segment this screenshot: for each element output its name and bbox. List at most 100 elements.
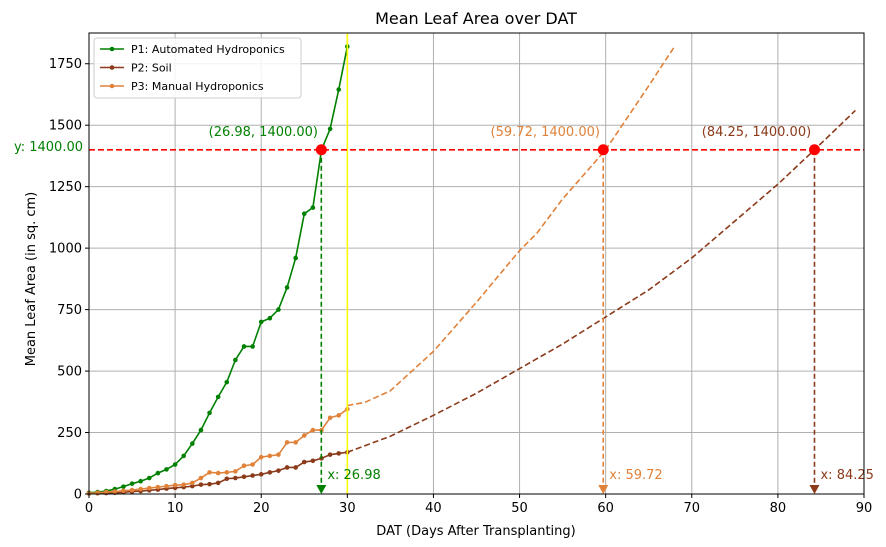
x-tick-label: 30 (339, 501, 356, 516)
y-axis-label: Mean Leaf Area (in sq. cm) (24, 192, 39, 367)
series-point (190, 483, 195, 489)
series-point (224, 476, 230, 482)
series-point (233, 357, 238, 363)
y-tick-label: 1500 (49, 119, 82, 134)
series-point (112, 489, 118, 494)
x-tick-label: 0 (85, 501, 93, 516)
intersection-label: (26.98, 1400.00) (209, 125, 318, 140)
series-point (284, 465, 290, 470)
series-point (241, 344, 247, 349)
intersection-x-label: x: 84.25 (820, 468, 873, 483)
x-tick-label: 20 (253, 501, 270, 516)
series-point (327, 415, 333, 421)
series-point (224, 470, 230, 475)
x-tick-label: 40 (425, 501, 442, 516)
series-point (146, 475, 152, 481)
series-point (172, 482, 178, 488)
series-point (198, 427, 204, 433)
x-axis-label: DAT (Days After Transplanting) (376, 524, 575, 539)
threshold-label: y: 1400.00 (14, 140, 83, 155)
series-point (146, 485, 152, 491)
y-tick-label: 750 (57, 303, 82, 318)
grid (88, 33, 865, 495)
x-tick-label: 70 (684, 501, 701, 516)
plot-frame (88, 32, 865, 495)
series-point (241, 463, 247, 469)
x-tick-label: 10 (167, 501, 184, 516)
series-point (215, 470, 221, 476)
series-point (258, 454, 264, 460)
series-point (129, 487, 135, 493)
series-point (198, 482, 204, 487)
legend-label: P1: Automated Hydroponics (131, 43, 285, 56)
projection-line (347, 109, 856, 453)
y-tick-label: 500 (57, 365, 82, 380)
series-point (138, 486, 143, 492)
drop-arrow-head (809, 485, 820, 494)
series-point (276, 468, 281, 473)
series-point (250, 473, 255, 478)
intersection-label: (84.25, 1400.00) (702, 125, 811, 140)
x-tick-label: 60 (597, 501, 614, 516)
x-tick-label: 80 (770, 501, 787, 516)
series-point (215, 394, 221, 400)
series-point (267, 453, 273, 459)
series-point (267, 470, 273, 475)
legend-swatch-marker (109, 46, 115, 52)
series-point (121, 484, 126, 489)
legend-label: P3: Manual Hydroponics (131, 80, 264, 93)
y-tick-label: 1000 (49, 242, 82, 257)
y-tick-label: 0 (74, 488, 82, 503)
series-point (233, 469, 238, 474)
series-point (233, 475, 238, 481)
series-point (224, 379, 230, 385)
series-point (258, 319, 264, 325)
legend-swatch-marker (109, 65, 115, 70)
series-point (181, 453, 187, 459)
series-point (327, 126, 333, 132)
x-tick-label: 50 (511, 501, 528, 516)
legend-label: P2: Soil (131, 62, 172, 75)
series-point (310, 458, 316, 464)
series-point (164, 483, 169, 489)
series-point (336, 87, 342, 92)
series-point (181, 482, 187, 487)
series-point (336, 413, 342, 418)
series-point (301, 211, 307, 217)
series-point (250, 344, 255, 349)
series-point (207, 470, 212, 475)
chart-title: Mean Leaf Area over DAT (375, 9, 577, 28)
series-line (88, 46, 349, 494)
series-point (293, 440, 298, 445)
series-point (310, 427, 316, 433)
series-point (138, 478, 143, 484)
series-point (310, 205, 316, 210)
series-point (155, 484, 161, 490)
legend-swatch-marker (109, 83, 115, 89)
series-point (198, 475, 204, 481)
projection-line (347, 46, 676, 407)
intersection-point (808, 144, 820, 156)
intersection-label: (59.72, 1400.00) (491, 125, 600, 140)
series-point (190, 441, 195, 446)
intersection-x-label: x: 59.72 (609, 468, 662, 483)
series-point (276, 452, 281, 457)
series-point (276, 307, 281, 312)
legend: P1: Automated Hydroponics P2: Soil P3: Man… (93, 37, 302, 99)
x-tick-label: 90 (856, 501, 873, 516)
series-point (258, 472, 264, 477)
series-point (336, 451, 342, 456)
series-point (293, 465, 298, 470)
series-point (267, 315, 273, 321)
legend-box (93, 37, 302, 99)
ticks: 0 10 20 30 40 50 60 70 80 90 0 250 500 750 1000 1250 150… (49, 57, 872, 516)
intersection-x-label: x: 26.98 (327, 468, 380, 483)
drop-arrow-head (316, 485, 327, 494)
series-point (155, 470, 161, 476)
intersection-point (597, 144, 609, 156)
series-point (129, 481, 135, 486)
series-point (250, 462, 255, 467)
intersection-point (315, 144, 327, 156)
series-point (241, 474, 247, 480)
series-point (284, 440, 290, 445)
